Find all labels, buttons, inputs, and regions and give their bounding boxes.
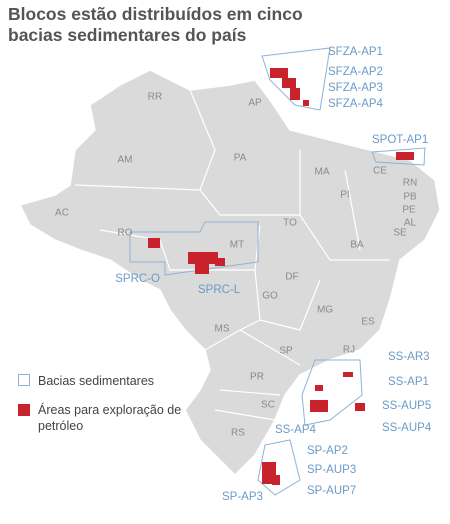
state-label: MS: [215, 324, 230, 335]
exploration-areas: [148, 68, 414, 485]
block-label: SFZA-AP1: [328, 46, 383, 58]
block-label: SPRC-L: [198, 284, 241, 296]
block-label: SP-AUP3: [307, 464, 356, 476]
state-borders: [74, 89, 390, 421]
block-label: SS-AP1: [388, 376, 429, 388]
block-label: SP-AP2: [307, 445, 348, 457]
block-label: SS-AUP5: [382, 400, 431, 412]
state-label: ES: [361, 317, 375, 328]
state-label: CE: [373, 166, 387, 177]
legend-swatch-area: [18, 404, 30, 416]
state-label: DF: [285, 272, 298, 283]
state-label: BA: [350, 240, 364, 251]
legend-label: Bacias sedimentares: [38, 374, 155, 388]
basins: [129, 47, 426, 496]
country-shape: [18, 69, 441, 477]
state-label: PB: [403, 192, 417, 203]
state-label: MT: [230, 240, 244, 251]
block-label: SP-AP3: [222, 491, 263, 503]
state-label: AP: [248, 98, 262, 109]
state-label: GO: [262, 291, 278, 302]
legend-label: Áreas para exploração de petróleo: [38, 403, 182, 433]
state-label: SE: [393, 228, 407, 239]
state-label: SP: [279, 346, 293, 357]
block-label: SS-AUP4: [382, 422, 432, 434]
title: Blocos estão distribuídos em cinco bacia…: [8, 4, 303, 45]
state-label: MG: [317, 305, 333, 316]
block-label: SS-AP4: [275, 424, 317, 436]
state-label: RS: [231, 428, 245, 439]
state-label: SC: [261, 400, 275, 411]
state-label: AL: [404, 218, 417, 229]
block-label: SS-AR3: [388, 351, 430, 363]
state-label: MA: [315, 167, 330, 178]
state-label: PI: [340, 190, 349, 201]
block-label: SPRC-O: [115, 273, 160, 285]
state-label: PR: [250, 372, 264, 383]
state-label: AM: [118, 155, 133, 166]
block-label: SFZA-AP2: [328, 66, 383, 78]
state-label: RJ: [343, 345, 355, 356]
state-label: RR: [148, 92, 162, 103]
legend-swatch-basin: [18, 374, 30, 386]
state-label: PA: [234, 153, 247, 164]
block-label: SP-AUP7: [307, 485, 356, 497]
state-label: RN: [403, 178, 417, 189]
block-label: SPOT-AP1: [372, 134, 428, 146]
block-label: SFZA-AP4: [328, 98, 384, 110]
block-label: SFZA-AP3: [328, 82, 383, 94]
state-label: RO: [118, 228, 133, 239]
state-label: AC: [55, 208, 69, 219]
block-labels: SFZA-AP1 SFZA-AP2 SFZA-AP3 SFZA-AP4 SPOT-AP1…: [115, 46, 432, 503]
state-label: TO: [283, 218, 297, 229]
state-label: PE: [402, 205, 416, 216]
